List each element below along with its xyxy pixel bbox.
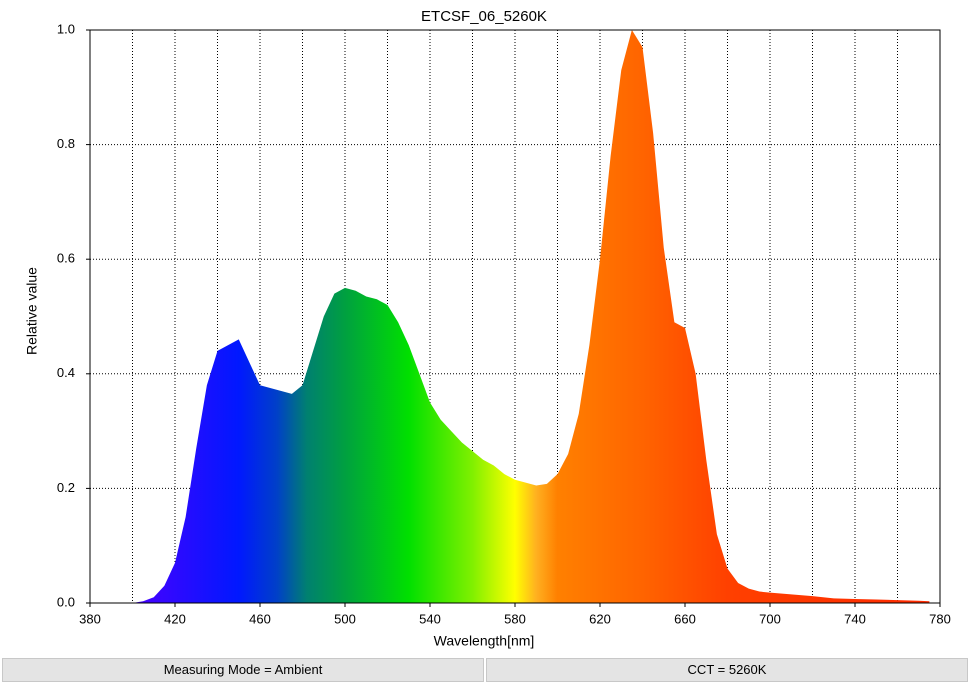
y-tick-label: 0.2 — [57, 480, 75, 495]
y-axis-label: Relative value — [24, 267, 40, 355]
x-tick-label: 460 — [249, 611, 271, 626]
chart-title: ETCSF_06_5260K — [421, 8, 547, 25]
x-tick-label: 380 — [79, 611, 101, 626]
y-tick-label: 0.8 — [57, 136, 75, 151]
x-tick-label: 660 — [674, 611, 696, 626]
x-tick-label: 420 — [164, 611, 186, 626]
x-axis-label: Wavelength[nm] — [434, 633, 535, 649]
x-tick-label: 620 — [589, 611, 611, 626]
y-tick-label: 0.0 — [57, 594, 75, 609]
chart: ETCSF_06_5260K Wavelength[nm] Relative v… — [24, 8, 951, 649]
spectrum-area — [132, 30, 930, 603]
x-tick-label: 580 — [504, 611, 526, 626]
x-tick-label: 700 — [759, 611, 781, 626]
cct-button[interactable]: CCT = 5260K — [486, 658, 968, 682]
y-tick-label: 1.0 — [57, 21, 75, 36]
x-tick-label: 540 — [419, 611, 441, 626]
x-tick-label: 500 — [334, 611, 356, 626]
measuring-mode-button[interactable]: Measuring Mode = Ambient — [2, 658, 484, 682]
y-tick-label: 0.6 — [57, 251, 75, 266]
y-tick-label: 0.4 — [57, 365, 75, 380]
x-tick-label: 740 — [844, 611, 866, 626]
x-tick-label: 780 — [929, 611, 951, 626]
